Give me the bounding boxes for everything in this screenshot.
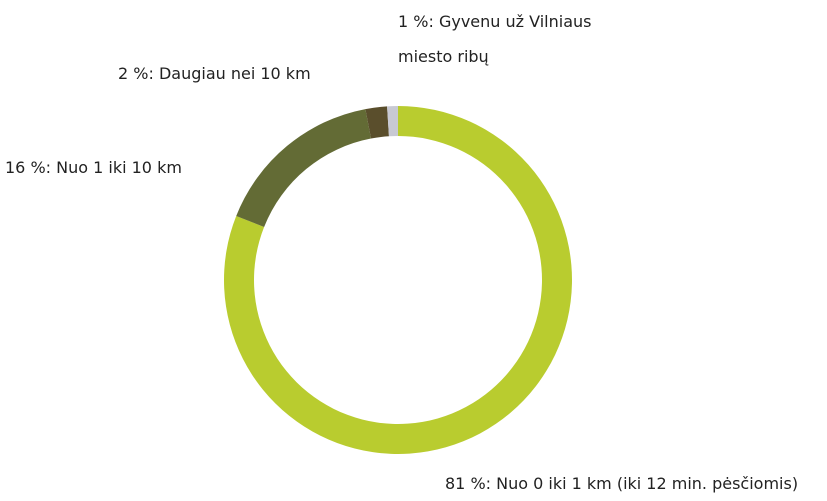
donut-segment <box>365 106 389 139</box>
data-label: 2 %: Daugiau nei 10 km <box>118 64 311 83</box>
donut-segment <box>387 106 398 137</box>
donut-segment <box>236 109 372 227</box>
data-label: 81 %: Nuo 0 iki 1 km (iki 12 min. pėsčio… <box>445 474 799 493</box>
data-label: 1 %: Gyvenu už Vilniaus miesto ribų <box>398 12 592 66</box>
data-label: 16 %: Nuo 1 iki 10 km <box>5 158 182 177</box>
